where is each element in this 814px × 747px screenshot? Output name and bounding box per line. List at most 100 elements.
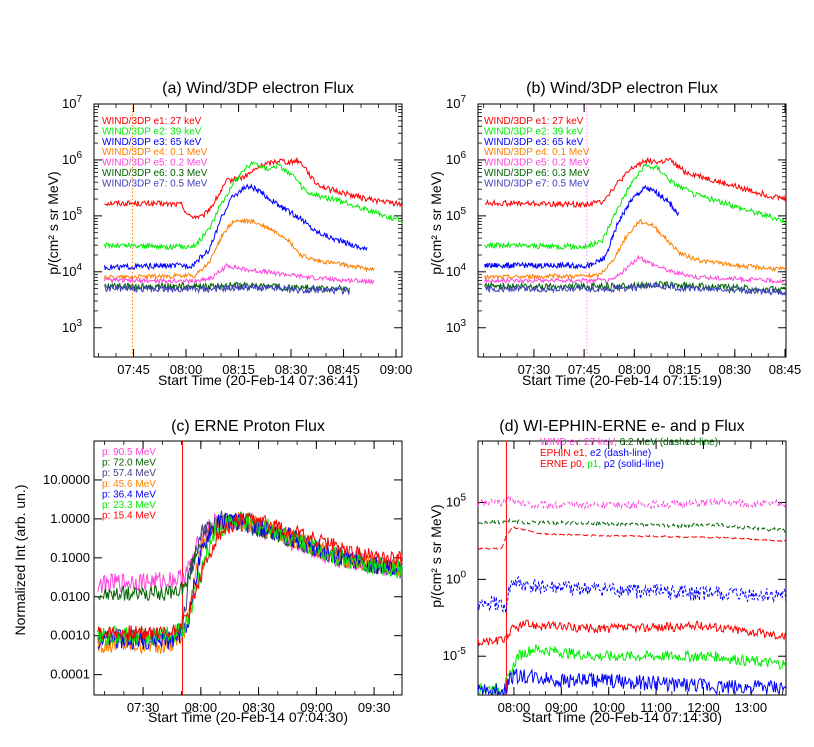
x-tick-label: 12:00 — [687, 700, 720, 715]
x-tick-label: 08:15 — [668, 362, 701, 377]
legend-entry: WIND/3DP e3: 65 keV — [484, 137, 584, 148]
legend-entry: p: 72.0 MeV — [102, 458, 156, 469]
legend-entry: p: 36.4 MeV — [102, 489, 156, 500]
x-tick-label: 09:00 — [545, 700, 578, 715]
series-line — [484, 254, 787, 285]
x-tick-label: 08:30 — [719, 362, 752, 377]
legend-entry: WIND/3DP e1: 27 keV — [484, 116, 584, 127]
y-tick-label: 0.0100 — [50, 589, 90, 604]
x-tick-label: 09:00 — [380, 362, 413, 377]
legend-entry: WIND/3DP e2: 39 keV — [484, 126, 584, 137]
y-tick-label: 107 — [446, 94, 466, 111]
legend-entry: ERNE p0, p1, p2 (solid-line) — [540, 459, 664, 470]
x-tick-label: 10:00 — [592, 700, 625, 715]
y-tick-label: 0.0010 — [50, 628, 90, 643]
legend-entry: p: 15.4 MeV — [102, 511, 156, 522]
y-tick-label: 105 — [446, 206, 466, 223]
series-line — [477, 518, 787, 533]
y-tick-label: 0.1000 — [50, 550, 90, 565]
y-tick-label: 107 — [62, 94, 82, 111]
y-tick-label: 103 — [446, 318, 466, 335]
legend-entry: p: 90.5 MeV — [102, 447, 156, 458]
series-line — [104, 183, 368, 271]
x-tick-label: 08:00 — [170, 362, 203, 377]
legend-entry: WIND/3DP e4: 0.1 MeV — [102, 147, 208, 158]
legend-entry: WIND/3DP e5: 0.2 MeV — [102, 158, 208, 169]
panel-a-xlabel: Start Time (20-Feb-14 07:36:41) — [158, 372, 358, 388]
y-tick-label: 1.0000 — [50, 511, 90, 526]
legend-entry: WIND/3DP e6: 0.3 MeV — [484, 168, 590, 179]
x-tick-label: 08:45 — [327, 362, 360, 377]
panel-d-xlabel: Start Time (20-Feb-14 07:14:30) — [522, 709, 722, 725]
panel-b-ylabel: p/(cm² s sr MeV) — [428, 171, 444, 274]
series-line — [484, 184, 680, 270]
panel-a-ylabel: p/(cm² s sr MeV) — [45, 171, 61, 274]
x-tick-label: 11:00 — [640, 700, 672, 715]
legend-entry: WIND/3DP e6: 0.3 MeV — [102, 168, 208, 179]
series-line — [477, 668, 787, 696]
series-line — [484, 219, 787, 281]
x-tick-label: 07:30 — [127, 700, 160, 715]
legend-entry: WIND/3DP e7: 0.5 MeV — [484, 178, 590, 189]
series-line — [477, 644, 787, 695]
panel-c-title: (c) ERNE Proton Flux — [171, 418, 325, 435]
panel-c: (c) ERNE Proton Flux Start Time (20-Feb-… — [12, 418, 403, 725]
series-line — [477, 526, 787, 551]
x-tick-label: 07:30 — [518, 362, 551, 377]
legend-entry: WIND/3DP e1: 27 keV — [102, 116, 202, 127]
y-tick-label: 104 — [62, 262, 82, 279]
panel-d-title: (d) WI-EPHIN-ERNE e- and p Flux — [499, 418, 744, 435]
series-line — [104, 217, 375, 281]
plot-frame — [477, 440, 787, 696]
x-tick-label: 07:45 — [117, 362, 150, 377]
legend-entry: WIND/3DP e2: 39 keV — [102, 126, 202, 137]
panel-c-ylabel: Normalized Int (arb. un.) — [12, 485, 28, 636]
x-tick-label: 08:15 — [222, 362, 255, 377]
x-tick-label: 08:00 — [185, 700, 218, 715]
panel-c-xlabel: Start Time (20-Feb-14 07:04:30) — [148, 709, 348, 725]
y-tick-label: 105 — [446, 492, 466, 509]
panel-d-legend: WIND e-: 27 keV, 0.2 MeV (dashed-line)EP… — [540, 437, 718, 470]
series-line — [104, 281, 350, 294]
plot-frame — [93, 103, 403, 358]
panel-a-title: (a) Wind/3DP electron Flux — [162, 80, 354, 97]
x-tick-label: 08:30 — [242, 700, 275, 715]
x-tick-label: 08:45 — [769, 362, 802, 377]
panel-a: (a) Wind/3DP electron Flux Start Time (2… — [45, 80, 412, 388]
x-tick-label: 13:00 — [735, 700, 768, 715]
legend-entry: p: 23.3 MeV — [102, 500, 156, 511]
legend-entry: WIND/3DP e3: 65 keV — [102, 137, 202, 148]
y-tick-label: 106 — [62, 150, 82, 167]
series-line — [104, 157, 403, 220]
panel-d-ticks: 10-5 100 105 08:00 09:00 10:00 11:00 12:00 13:00 — [443, 440, 787, 715]
y-tick-label: 10-5 — [443, 646, 467, 663]
legend-entry: p: 45.6 MeV — [102, 479, 156, 490]
panel-a-ticks: 103 104 105 106 107 07:45 08:00 08:15 08:30 08:45… — [62, 94, 412, 377]
series-line — [104, 262, 375, 286]
y-tick-label: 106 — [446, 150, 466, 167]
plot-frame — [477, 103, 787, 358]
panel-d: (d) WI-EPHIN-ERNE e- and p Flux Start Ti… — [428, 418, 787, 725]
panel-b-xlabel: Start Time (20-Feb-14 07:15:19) — [522, 372, 722, 388]
y-tick-label: 105 — [62, 206, 82, 223]
series-line — [97, 511, 403, 642]
x-tick-label: 08:00 — [618, 362, 651, 377]
legend-entry: EPHIN e1, e2 (dash-line) — [540, 448, 651, 459]
x-tick-label: 09:30 — [358, 700, 391, 715]
y-tick-label: 100 — [446, 569, 466, 586]
series-line — [484, 162, 787, 251]
series-line — [104, 161, 403, 252]
series-line — [477, 575, 787, 613]
series-line — [477, 495, 787, 511]
panel-d-ylabel: p/(cm² s sr MeV) — [428, 504, 444, 607]
panel-c-plot-area — [97, 441, 403, 695]
panel-a-plot-area — [104, 104, 403, 357]
legend-entry: WIND/3DP e7: 0.5 MeV — [102, 178, 208, 189]
series-line — [484, 157, 787, 209]
x-tick-label: 09:00 — [300, 700, 333, 715]
y-tick-label: 104 — [446, 262, 466, 279]
